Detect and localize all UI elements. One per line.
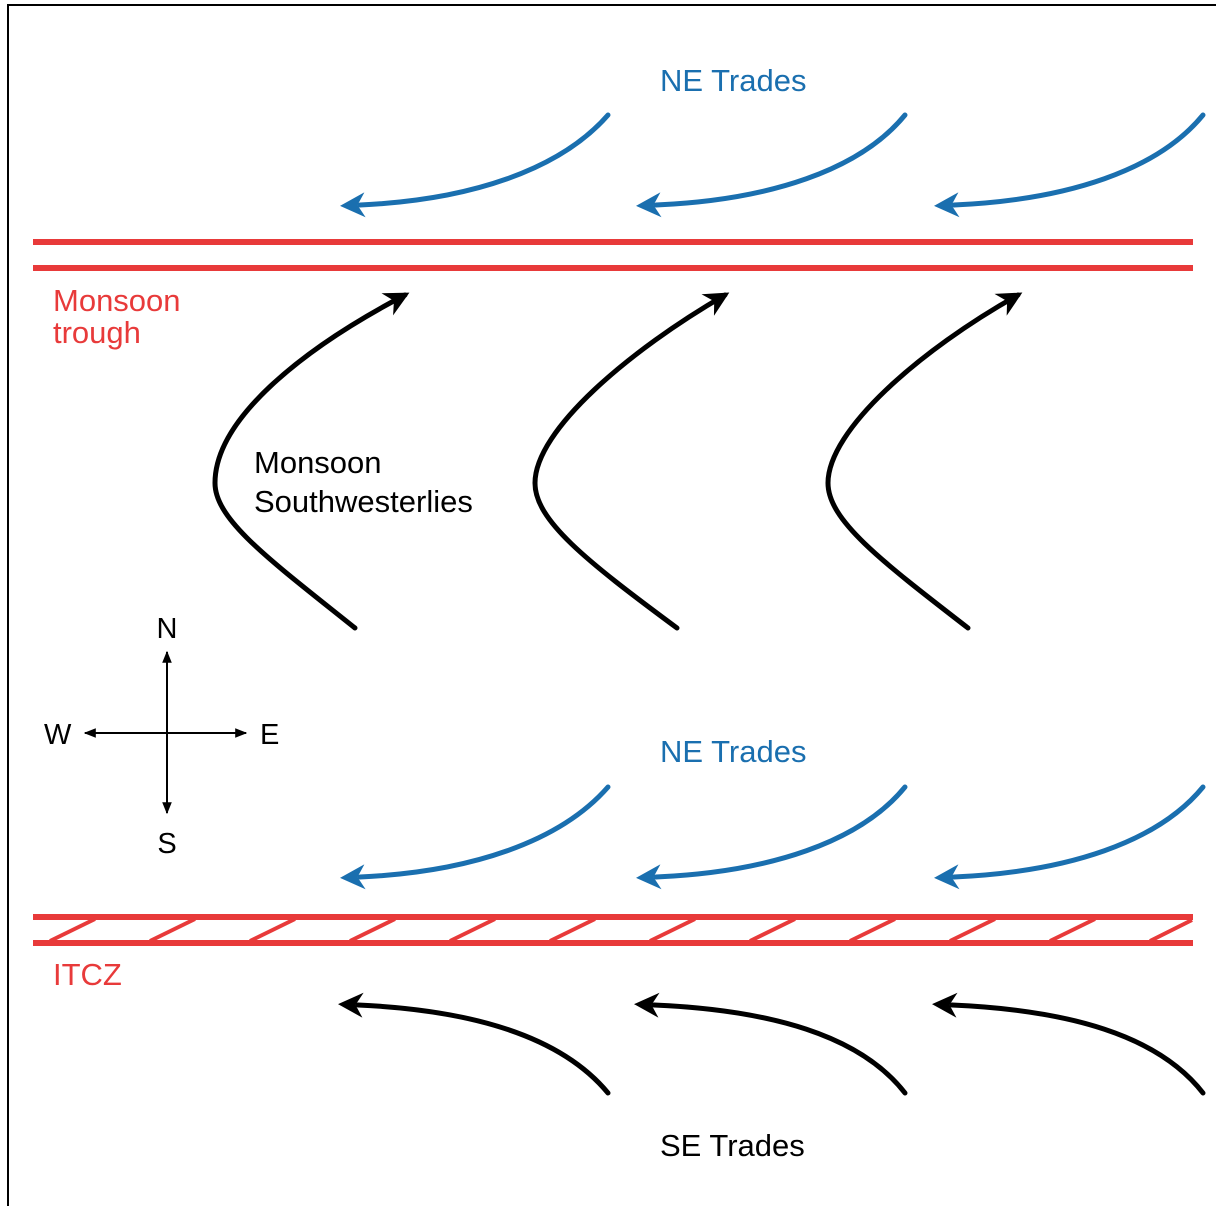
se-trade-arrow-2 bbox=[634, 992, 908, 1096]
monsoon-sw-arrow-1 bbox=[212, 292, 410, 631]
compass-rose bbox=[83, 650, 248, 815]
ne-trade-lower-arrow-1 bbox=[340, 784, 611, 890]
itcz-band bbox=[33, 914, 1193, 946]
monsoon-trough-lines bbox=[33, 239, 1193, 271]
se-trade-arrow-1 bbox=[338, 992, 611, 1096]
ne-trade-lower-arrow-2 bbox=[636, 784, 908, 890]
monsoon-trough-label-line2: trough bbox=[53, 315, 141, 350]
compass-south-label: S bbox=[157, 828, 176, 860]
ne-trade-arrow-2 bbox=[636, 112, 908, 218]
ne-trade-lower-arrow-3 bbox=[934, 784, 1206, 890]
ne-trades-lower-arrows bbox=[340, 784, 1206, 890]
diagram-frame bbox=[7, 4, 1216, 1206]
ne-trades-upper-arrows bbox=[340, 112, 1206, 218]
ne-trade-arrow-3 bbox=[934, 112, 1206, 218]
compass-west-label: W bbox=[44, 719, 72, 751]
ne-trades-upper-label: NE Trades bbox=[660, 63, 806, 98]
monsoon-sw-arrow-3 bbox=[825, 292, 1023, 631]
itcz-label: ITCZ bbox=[53, 957, 122, 992]
ne-trade-arrow-1 bbox=[340, 112, 611, 218]
monsoon-southwesterlies-arrows bbox=[212, 292, 1023, 631]
se-trades-label: SE Trades bbox=[660, 1128, 805, 1163]
compass-north-label: N bbox=[157, 613, 178, 645]
se-trade-arrow-3 bbox=[932, 992, 1206, 1096]
itcz-hatching bbox=[49, 917, 1193, 943]
compass-east-label: E bbox=[260, 719, 279, 751]
monsoon-trough-label-line1: Monsoon bbox=[53, 283, 181, 318]
monsoon-sw-arrow-2 bbox=[532, 292, 730, 631]
ne-trades-lower-label: NE Trades bbox=[660, 734, 806, 769]
monsoon-sw-label-line1: Monsoon bbox=[254, 445, 382, 480]
se-trades-arrows bbox=[338, 992, 1206, 1096]
monsoon-sw-label-line2: Southwesterlies bbox=[254, 484, 473, 519]
